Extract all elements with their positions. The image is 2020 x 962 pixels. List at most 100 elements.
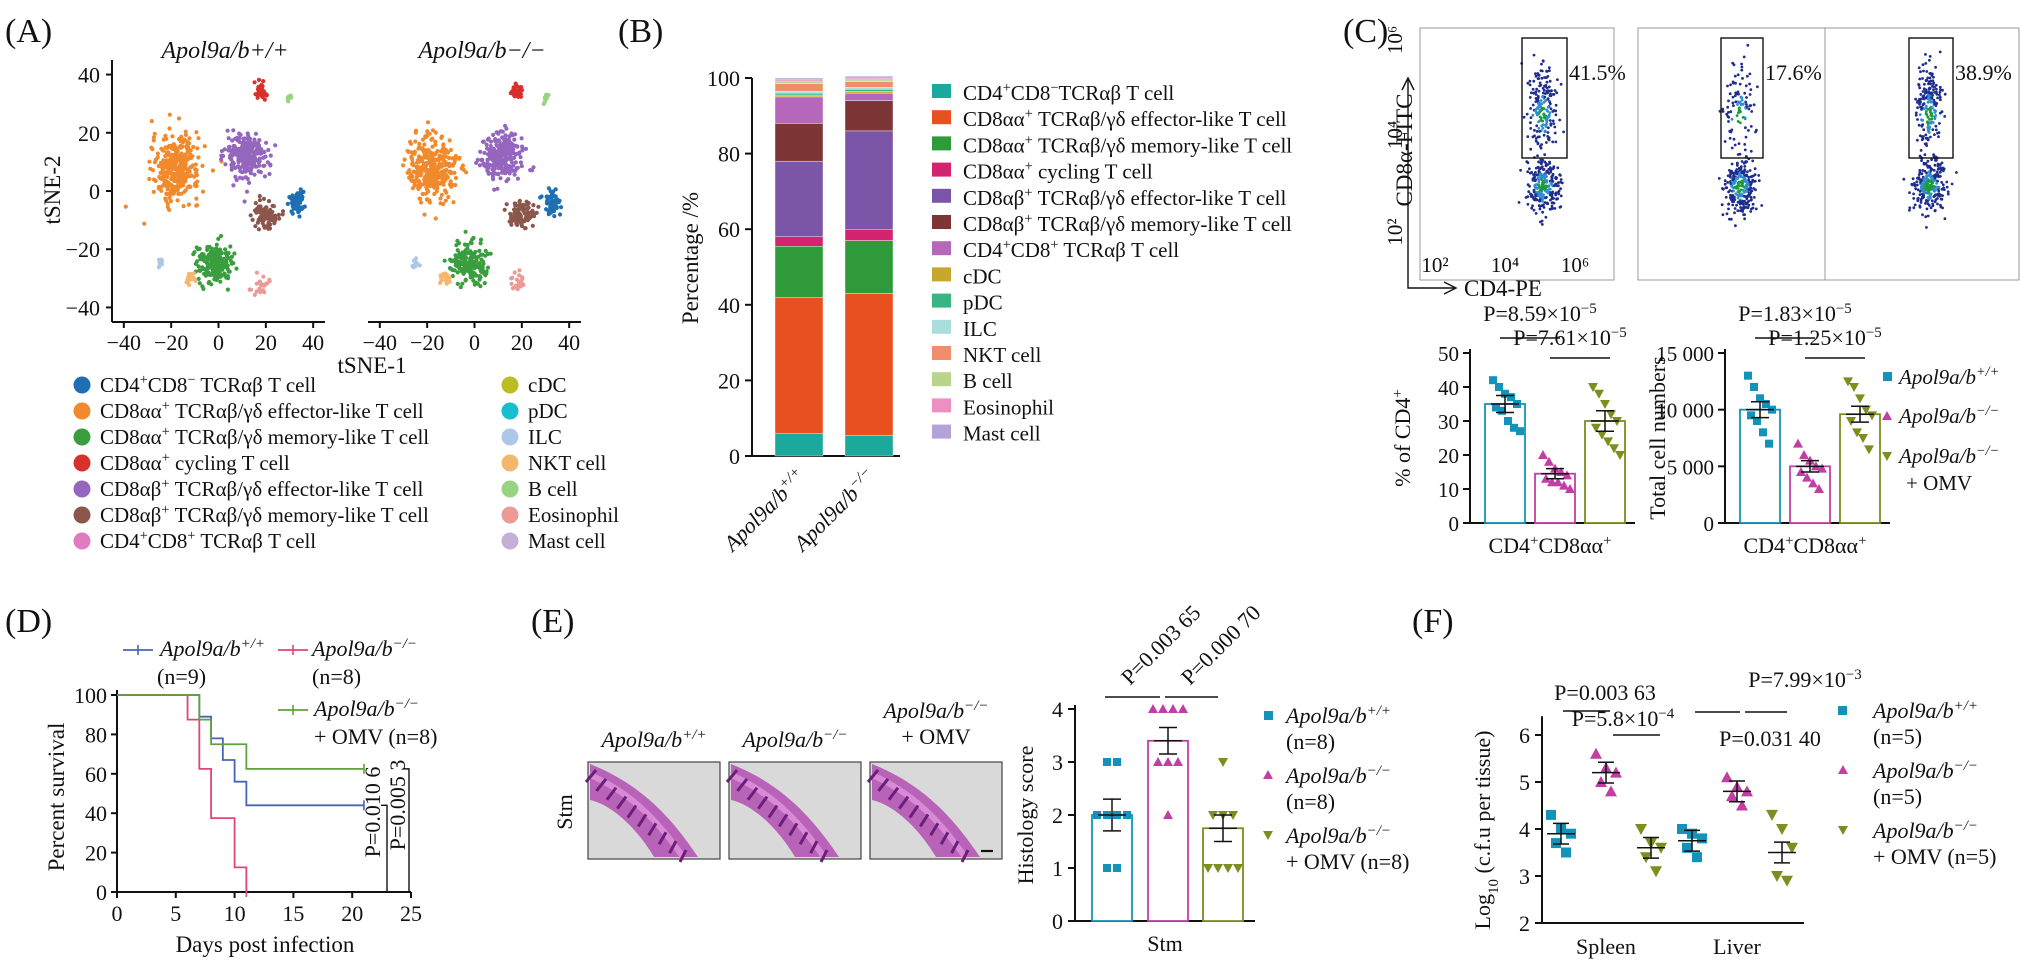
panel-b-y-tick-label: 20 (718, 368, 740, 393)
flow-event (1936, 192, 1940, 196)
legend-marker (1838, 826, 1848, 835)
tsne-point (483, 248, 488, 253)
flow-event (1560, 181, 1564, 185)
tsne-point (430, 144, 435, 149)
tsne-point (519, 87, 524, 92)
flow-event (1729, 175, 1732, 179)
tsne-point (268, 153, 273, 158)
flow-event (1747, 188, 1751, 191)
data-point (1799, 450, 1809, 459)
flow-event (1559, 82, 1563, 86)
p-value-label: P=0.005 3 (385, 760, 410, 851)
tsne-point (470, 237, 475, 242)
flow-event (1535, 111, 1539, 115)
flow-event (1733, 143, 1737, 147)
data-point (1489, 376, 1497, 385)
flow-event (1540, 162, 1543, 166)
p-value-label: P=0.003 63 (1554, 680, 1656, 705)
tsne-point (447, 275, 452, 280)
survival-y-tick-label: 0 (96, 880, 107, 905)
flow-event (1542, 88, 1546, 92)
data-point (1615, 451, 1625, 460)
tsne-point (553, 194, 558, 199)
flow-event (1915, 180, 1919, 184)
tsne-point (155, 151, 160, 156)
tsne-point (453, 156, 458, 161)
legend-label: NKT cell (963, 343, 1042, 367)
data-point (1223, 864, 1233, 873)
flow-event (1737, 184, 1741, 188)
flow-event (1535, 183, 1538, 186)
flow-event (1526, 170, 1530, 174)
flow-event (1923, 82, 1926, 86)
panel-d-xlabel: Days post infection (176, 932, 355, 957)
tsne-point (517, 214, 522, 219)
histology-y-tick-label: 3 (1052, 750, 1063, 775)
bar-group (1534, 450, 1576, 524)
tsne-point (512, 172, 517, 177)
flow-event (1923, 169, 1927, 173)
flow-event (1924, 215, 1928, 219)
flow-event (1528, 83, 1532, 87)
flow-event (1757, 174, 1761, 177)
tsne-point (223, 251, 228, 256)
flow-event (1545, 86, 1549, 90)
tsne-point (228, 244, 233, 249)
flow-event (1745, 174, 1748, 178)
flow-event (1536, 142, 1540, 146)
tsne-point (165, 201, 170, 207)
flow-event (1938, 93, 1941, 97)
tsne-y-tick-label: 0 (89, 179, 100, 204)
flow-event (1928, 91, 1931, 95)
flow-event (1550, 175, 1554, 179)
tsne-point (196, 276, 201, 281)
data-point (1786, 842, 1798, 854)
tsne-point (429, 171, 434, 176)
flow-event (1545, 141, 1548, 144)
tsne-point (231, 143, 236, 149)
tsne-point (441, 274, 446, 279)
flow-event (1556, 78, 1559, 81)
tsne-point (253, 92, 258, 97)
tsne-point (169, 157, 175, 162)
tsne-point (494, 158, 499, 163)
tsne-point (163, 153, 168, 159)
tsne-point (172, 189, 177, 194)
tsne-point (178, 145, 183, 150)
flow-event (1916, 138, 1919, 142)
tsne-point (439, 135, 444, 140)
data-point (1113, 758, 1121, 766)
flow-event (1531, 113, 1535, 117)
tsne-point (458, 285, 463, 290)
flow-event (1749, 210, 1753, 213)
tsne-point (484, 271, 489, 276)
flow-event (1929, 121, 1933, 125)
tsne-point (541, 101, 546, 107)
flow-event (1543, 129, 1547, 133)
tsne-point (219, 157, 224, 162)
flow-event (1541, 91, 1545, 95)
flow-event (1914, 187, 1918, 191)
tsne-point (477, 261, 482, 266)
tsne-point (528, 168, 533, 173)
panel-a: (A) Apol9a/b+/+ −40 −20 0 20 40 40200−20−40 … (5, 13, 619, 553)
flow-event (1550, 195, 1554, 199)
tsne-point (507, 134, 512, 139)
tsne-point (458, 266, 463, 271)
flow-event (1724, 186, 1728, 190)
flow-event (1732, 175, 1735, 179)
p-value-label: P=1.83×10−5 (1738, 301, 1851, 326)
legend-swatch (932, 267, 951, 282)
tsne-point (191, 144, 196, 150)
flow-event (1540, 178, 1544, 182)
tsne-point (233, 165, 238, 170)
flow-event (1737, 111, 1740, 115)
flow-event (1908, 208, 1911, 212)
legend-swatch (73, 376, 91, 394)
tsne-point (260, 83, 265, 89)
bar-y-tick-label: 5 000 (1667, 455, 1714, 479)
bar-p-values: P=8.59×10−5P=7.61×10−5 (1483, 301, 1627, 359)
flow-event (1932, 153, 1935, 157)
data-point (1744, 371, 1752, 380)
